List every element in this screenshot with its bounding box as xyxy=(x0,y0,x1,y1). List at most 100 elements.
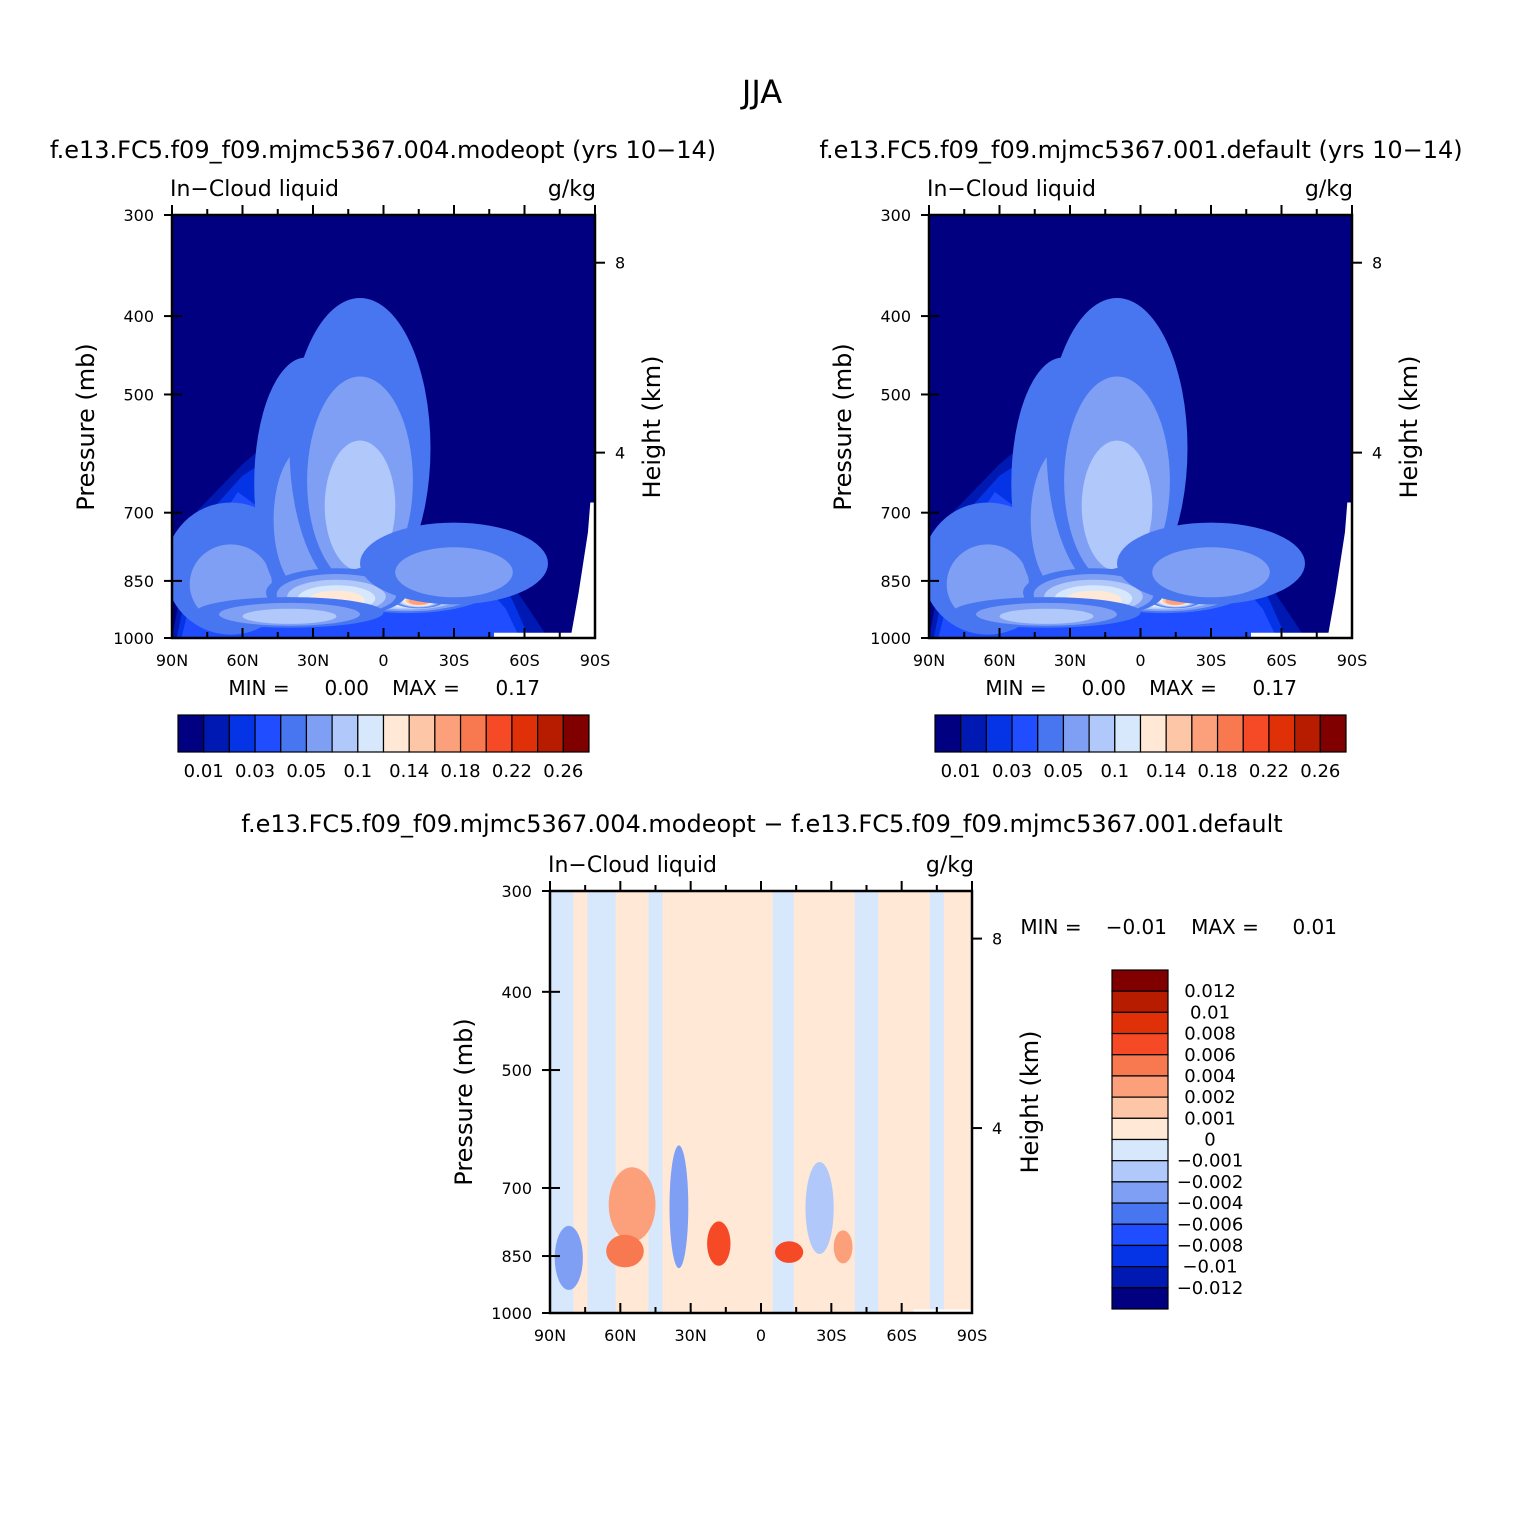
contour-blob-6-5 xyxy=(1152,547,1270,598)
panel-difference: f.e13.FC5.f09_f09.mjmc5367.004.modeopt −… xyxy=(241,810,1337,1345)
colorbar-label: −0.01 xyxy=(1182,1257,1237,1278)
max-value: 0.01 xyxy=(1292,915,1337,939)
colorbar-swatch xyxy=(1111,969,1169,992)
colorbar-swatch xyxy=(1111,1266,1169,1289)
panel-title: f.e13.FC5.f09_f09.mjmc5367.001.default (… xyxy=(819,136,1462,164)
y2-axis-label: Height (km) xyxy=(638,356,666,499)
y-tick-label: 850 xyxy=(880,572,911,591)
x-tick-label: 90N xyxy=(156,651,188,670)
colorbar-label: 0.26 xyxy=(1300,761,1340,782)
colorbar-label: 0.006 xyxy=(1184,1045,1236,1066)
x-tick-label: 0 xyxy=(1135,651,1145,670)
colorbar-label: −0.001 xyxy=(1177,1151,1244,1172)
min-value: −0.01 xyxy=(1106,915,1167,939)
topography-mask xyxy=(493,502,595,638)
colorbar-swatch xyxy=(1088,714,1116,753)
colorbar-label: 0.22 xyxy=(1249,761,1289,782)
y2-axis-label: Height (km) xyxy=(1395,356,1423,499)
units-label: g/kg xyxy=(926,853,974,878)
y-tick-label: 500 xyxy=(501,1061,532,1080)
x-tick-label: 90S xyxy=(580,651,611,670)
colorbar-swatch xyxy=(1216,714,1244,753)
y2-tick-label: 8 xyxy=(615,254,625,273)
min-label: MIN = xyxy=(985,676,1046,700)
y-tick-label: 400 xyxy=(123,307,154,326)
x-tick-label: 90S xyxy=(957,1326,988,1345)
colorbar-swatch xyxy=(1111,1054,1169,1077)
y2-tick-label: 4 xyxy=(1372,444,1382,463)
colorbar-label: 0 xyxy=(1204,1130,1215,1151)
colorbar-swatch xyxy=(1191,714,1219,753)
colorbar-swatch xyxy=(408,714,436,753)
x-tick-label: 60N xyxy=(226,651,258,670)
stripe-4 xyxy=(854,891,879,1313)
colorbar-label: 0.18 xyxy=(441,761,481,782)
panel-default: f.e13.FC5.f09_f09.mjmc5367.001.default (… xyxy=(819,136,1462,782)
diff-blob-3 xyxy=(775,1241,804,1263)
colorbar-swatch xyxy=(305,714,333,753)
colorbar-label: 0.1 xyxy=(1100,761,1129,782)
colorbar-swatch xyxy=(1062,714,1090,753)
contour-blob-7-6 xyxy=(242,608,337,624)
colorbar-label: 0.004 xyxy=(1184,1066,1236,1087)
colorbar: 0.0120.010.0080.0060.0040.0020.0010−0.00… xyxy=(1111,969,1244,1310)
colorbar-swatch xyxy=(459,714,487,753)
colorbar-label: 0.18 xyxy=(1198,761,1238,782)
colorbar-label: 0.22 xyxy=(492,761,532,782)
x-tick-label: 60N xyxy=(604,1326,636,1345)
colorbar-swatch xyxy=(1294,714,1321,753)
colorbar-swatch xyxy=(1319,714,1347,753)
x-tick-label: 30N xyxy=(1054,651,1086,670)
colorbar-swatch xyxy=(934,714,962,753)
max-label: MAX = xyxy=(392,676,460,700)
colorbar-swatch xyxy=(203,714,230,753)
x-tick-label: 0 xyxy=(756,1326,766,1345)
colorbar-label: −0.006 xyxy=(1177,1214,1244,1235)
x-tick-label: 60S xyxy=(1266,651,1297,670)
x-tick-label: 90S xyxy=(1337,651,1368,670)
y-tick-label: 1000 xyxy=(491,1304,532,1323)
stripe-3 xyxy=(772,891,794,1313)
x-tick-label: 90N xyxy=(913,651,945,670)
x-tick-label: 60N xyxy=(983,651,1015,670)
variable-label: In−Cloud liquid xyxy=(927,177,1096,202)
colorbar-swatch xyxy=(1111,1244,1169,1268)
y-tick-label: 1000 xyxy=(113,629,154,648)
x-tick-label: 30N xyxy=(675,1326,707,1345)
colorbar-swatch xyxy=(1111,1160,1169,1183)
y-tick-label: 850 xyxy=(501,1247,532,1266)
x-tick-label: 60S xyxy=(509,651,540,670)
variable-label: In−Cloud liquid xyxy=(548,853,717,878)
y-axis-label: Pressure (mb) xyxy=(450,1018,478,1185)
colorbar-label: 0.05 xyxy=(1043,761,1083,782)
colorbar-label: 0.01 xyxy=(184,761,224,782)
y-tick-label: 500 xyxy=(880,385,911,404)
colorbar-swatch xyxy=(434,714,462,753)
y-tick-label: 300 xyxy=(880,206,911,225)
colorbar-swatch xyxy=(1037,714,1065,753)
y2-tick-label: 4 xyxy=(992,1119,1002,1138)
x-tick-label: 60S xyxy=(886,1326,917,1345)
colorbar-swatch xyxy=(1111,1202,1169,1225)
diff-blob-7 xyxy=(554,1225,583,1290)
colorbar: 0.01 0.03 0.05 0.1 0.14 0.18 0.22 0.26 xyxy=(177,714,590,782)
colorbar: 0.01 0.03 0.05 0.1 0.14 0.18 0.22 0.26 xyxy=(934,714,1347,782)
max-label: MAX = xyxy=(1191,915,1259,939)
colorbar-swatch xyxy=(1111,1032,1169,1056)
y-tick-label: 1000 xyxy=(870,629,911,648)
colorbar-swatch xyxy=(1111,1181,1169,1204)
y-axis-label: Pressure (mb) xyxy=(829,343,857,510)
colorbar-swatch xyxy=(1111,1287,1169,1310)
colorbar-swatch xyxy=(177,714,205,753)
y-tick-label: 300 xyxy=(123,206,154,225)
colorbar-swatch xyxy=(228,714,256,753)
x-tick-label: 30N xyxy=(297,651,329,670)
colorbar-label: 0.001 xyxy=(1184,1108,1236,1129)
x-tick-label: 0 xyxy=(378,651,388,670)
diff-blob-1 xyxy=(606,1234,644,1268)
colorbar-swatch xyxy=(357,714,385,753)
colorbar-label: 0.01 xyxy=(941,761,981,782)
stripe-5 xyxy=(929,891,944,1313)
contour-plot: 90N 60N 30N 0 30S 60S 90S 300 400 500 700 850 1000 8 4 xyxy=(491,881,1002,1345)
units-label: g/kg xyxy=(1305,177,1353,202)
